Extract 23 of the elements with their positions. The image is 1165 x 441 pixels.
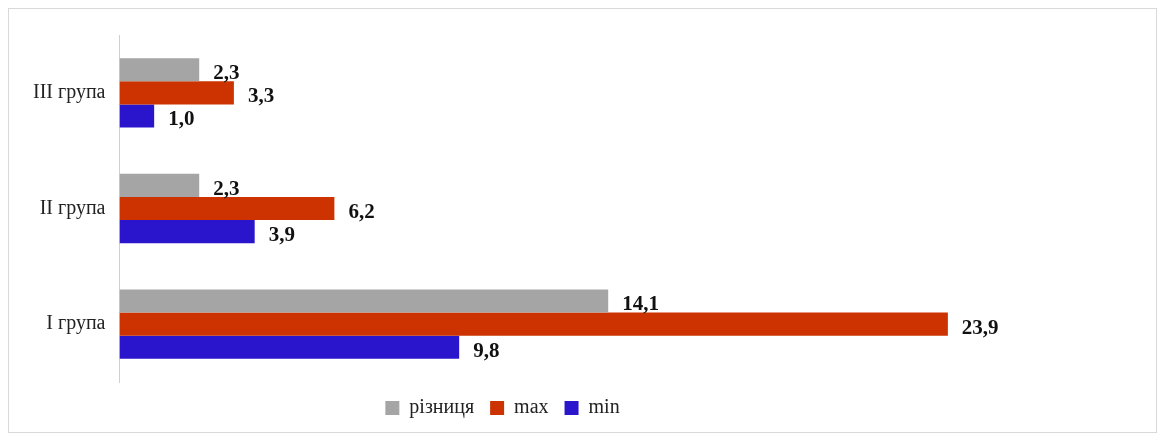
bar bbox=[119, 289, 609, 313]
bar bbox=[119, 335, 460, 359]
bar bbox=[119, 173, 200, 197]
legend-label: max bbox=[514, 395, 549, 418]
data-label: 2,3 bbox=[213, 175, 240, 200]
y-tick-label: I група bbox=[46, 311, 106, 335]
data-label: 1,0 bbox=[168, 106, 195, 131]
bar bbox=[119, 81, 234, 105]
data-label: 6,2 bbox=[348, 198, 375, 223]
data-label: 2,3 bbox=[213, 60, 240, 85]
bar bbox=[119, 104, 155, 128]
bar bbox=[119, 220, 255, 244]
y-tick-label: II група bbox=[39, 195, 106, 219]
legend-label: min bbox=[588, 395, 620, 418]
bar bbox=[119, 58, 200, 82]
data-label: 23,9 bbox=[961, 314, 999, 339]
legend-label: різниця bbox=[409, 395, 475, 419]
data-label: 9,8 bbox=[473, 337, 500, 362]
data-label: 3,3 bbox=[247, 83, 275, 108]
y-tick-label: III група bbox=[33, 80, 106, 104]
data-label: 3,9 bbox=[268, 222, 295, 247]
data-label: 14,1 bbox=[622, 291, 659, 316]
bar bbox=[119, 312, 948, 336]
